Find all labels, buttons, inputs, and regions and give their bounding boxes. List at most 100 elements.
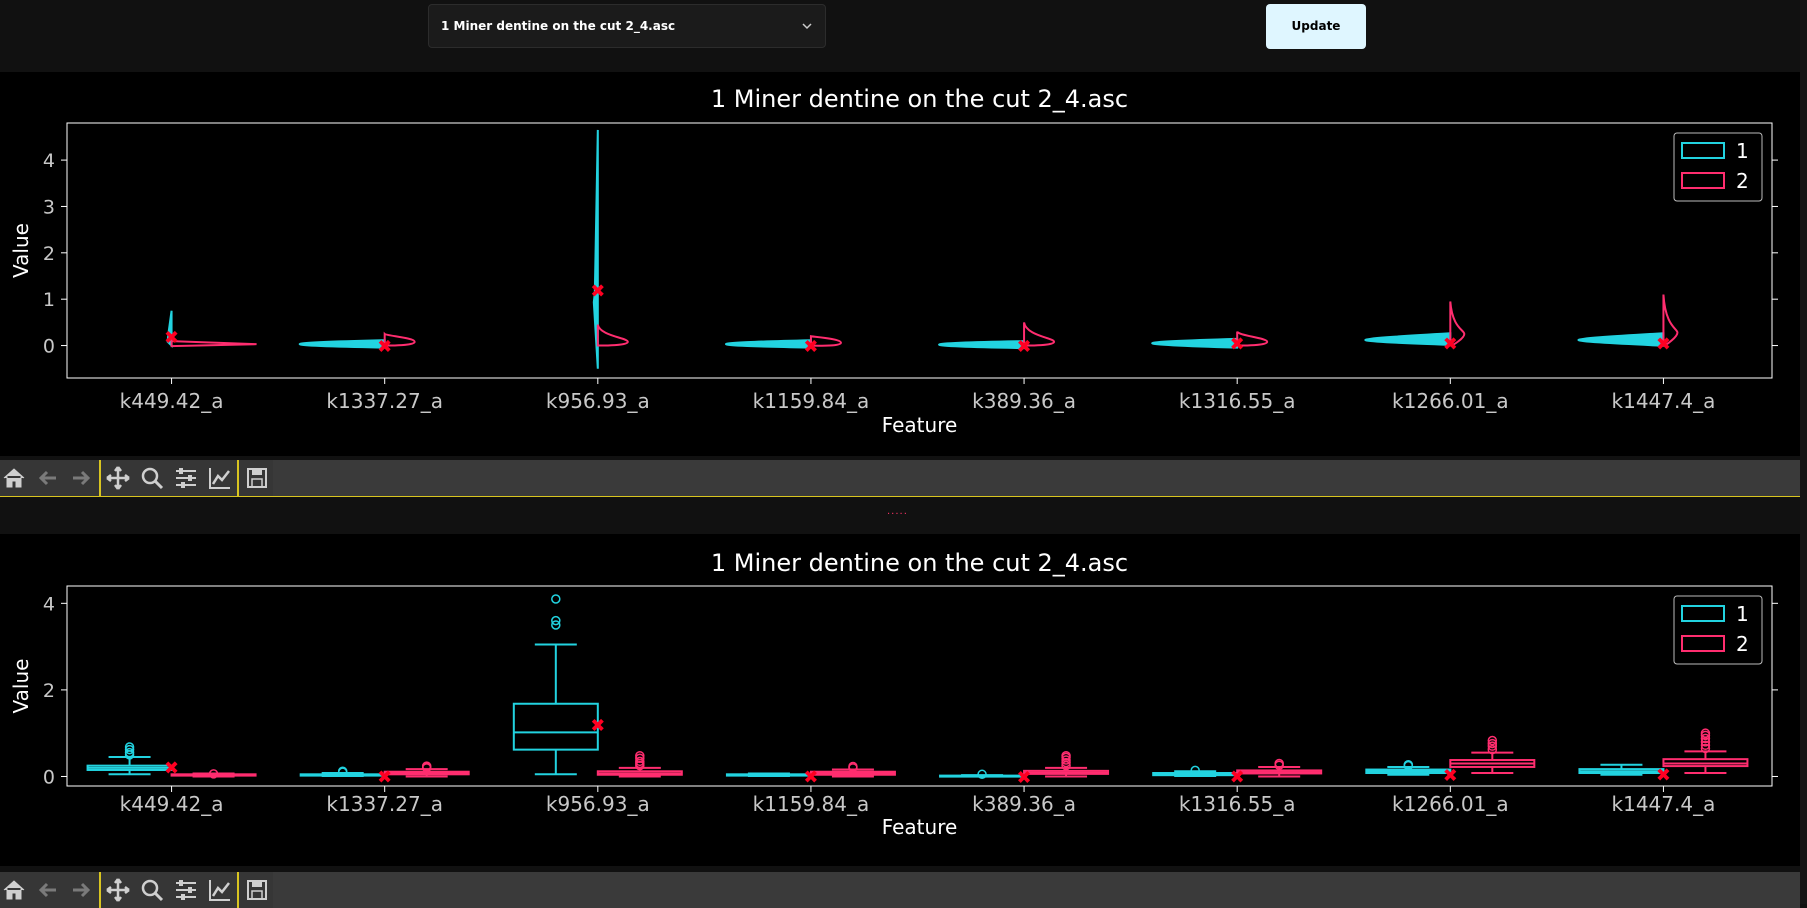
violin-series-2 — [596, 324, 629, 347]
y-tick-label: 4 — [43, 150, 55, 172]
violin-series-2 — [383, 331, 416, 347]
mean-marker: ✖ — [1443, 765, 1458, 786]
box-series-2-outlier — [421, 761, 432, 771]
mean-marker: ✖ — [1017, 767, 1032, 788]
zoom-icon[interactable] — [139, 877, 165, 903]
x-tick-label: k449.42_a — [120, 389, 224, 413]
violin-figure: 1 Miner dentine on the cut 2_4.asc 0 1 2 3 4 V… — [0, 72, 1800, 456]
divider-dots: ..... — [887, 506, 908, 517]
violin-series-1 — [592, 129, 599, 369]
toolbar-background — [273, 460, 1800, 496]
mean-marker: ✖ — [377, 767, 392, 788]
mean-marker: ✖ — [164, 758, 179, 779]
box-series-2-outlier — [1487, 741, 1498, 751]
configure-subplots-icon[interactable] — [173, 877, 199, 903]
plot-frame — [66, 585, 1773, 787]
legend-label: 2 — [1736, 169, 1749, 193]
mean-marker: ✖ — [803, 337, 818, 358]
box-series-2-outlier — [1274, 758, 1284, 769]
x-tick-label: k389.36_a — [972, 389, 1076, 413]
box-series-2-outlier — [1061, 750, 1071, 761]
box-series-1-outlier — [124, 742, 135, 752]
edit-axis-icon[interactable] — [207, 465, 233, 491]
x-tick-label: k389.36_a — [972, 792, 1076, 816]
y-tick-label: 0 — [43, 336, 55, 358]
mean-marker: ✖ — [1443, 334, 1458, 355]
violin-series-2 — [1236, 330, 1269, 347]
file-select[interactable]: 1 Miner dentine on the cut 2_4.asc — [428, 4, 826, 48]
forward-icon[interactable] — [68, 877, 94, 903]
violin-series-1 — [1364, 332, 1452, 346]
home-icon[interactable] — [1, 465, 27, 491]
mean-marker: ✖ — [1230, 334, 1245, 355]
legend — [1673, 132, 1763, 202]
y-tick-label: 4 — [43, 593, 55, 615]
box-series-1-outlier — [551, 615, 561, 626]
save-icon[interactable] — [244, 465, 270, 491]
toolbar-separator — [237, 460, 239, 496]
x-tick-label: k956.93_a — [546, 792, 650, 816]
divider-line — [0, 496, 1800, 497]
violin-series-1 — [938, 340, 1026, 350]
box-series-1-outlier — [337, 766, 348, 777]
violin-series-2 — [809, 335, 842, 347]
box-series-1-outlier — [551, 594, 561, 604]
y-tick-label: 2 — [43, 680, 55, 702]
mean-marker: ✖ — [1017, 337, 1032, 358]
box-series-1-outlier — [1403, 760, 1414, 770]
legend-swatch-2 — [1681, 635, 1725, 652]
chevron-down-icon — [802, 23, 812, 30]
violin-chart: 1 Miner dentine on the cut 2_4.asc 0 1 2 3 4 V… — [9, 85, 1778, 437]
box-series-2-outlier — [848, 761, 858, 772]
y-tick-label: 2 — [43, 243, 55, 265]
pan-icon[interactable] — [105, 877, 131, 903]
update-button[interactable]: Update — [1266, 4, 1366, 49]
box-series-2-outlier — [1700, 743, 1711, 754]
y-axis-label: Value — [9, 659, 33, 714]
violin-series-2 — [1023, 322, 1056, 347]
top-controls: 1 Miner dentine on the cut 2_4.asc Updat… — [0, 0, 1807, 72]
mean-marker: ✖ — [1230, 767, 1245, 788]
pan-icon[interactable] — [105, 465, 131, 491]
x-tick-label: k1266.01_a — [1392, 792, 1509, 816]
legend-swatch-2 — [1681, 172, 1725, 189]
box-series-1-outlier — [551, 620, 561, 630]
back-icon[interactable] — [35, 465, 61, 491]
mean-marker: ✖ — [377, 337, 392, 358]
file-select-value: 1 Miner dentine on the cut 2_4.asc — [441, 19, 676, 33]
box-series-2-outlier — [1487, 744, 1498, 755]
x-tick-label: k1316.55_a — [1179, 389, 1296, 413]
configure-subplots-icon[interactable] — [173, 465, 199, 491]
y-tick-label: 0 — [43, 766, 55, 788]
forward-icon[interactable] — [68, 465, 94, 491]
box-series-2-outlier — [635, 753, 645, 764]
home-icon[interactable] — [1, 877, 27, 903]
x-axis-label: Feature — [882, 413, 958, 437]
toolbar-separator — [99, 460, 101, 496]
plot-frame — [66, 122, 1773, 379]
legend-label: 1 — [1736, 139, 1749, 163]
y-axis-label: Value — [9, 223, 33, 278]
legend-label: 2 — [1736, 632, 1749, 656]
scrollbar[interactable] — [1800, 0, 1807, 904]
violin-series-2 — [1662, 294, 1679, 347]
violin-series-2 — [1449, 301, 1466, 347]
box-series-1-box — [512, 702, 599, 751]
box-series-2-outlier — [1700, 728, 1711, 738]
violin-series-1 — [1151, 337, 1239, 349]
legend-label: 1 — [1736, 602, 1749, 626]
save-icon[interactable] — [244, 877, 270, 903]
legend-swatch-1 — [1681, 142, 1725, 159]
legend-swatch-1 — [1681, 605, 1725, 622]
mean-marker: ✖ — [590, 716, 605, 737]
x-tick-label: k1316.55_a — [1179, 792, 1296, 816]
back-icon[interactable] — [35, 877, 61, 903]
mean-marker: ✖ — [590, 281, 605, 302]
x-tick-label: k1337.27_a — [326, 389, 443, 413]
zoom-icon[interactable] — [139, 465, 165, 491]
box-series-1-outlier — [977, 769, 987, 780]
violin-toolbar — [0, 460, 1800, 496]
edit-axis-icon[interactable] — [207, 877, 233, 903]
x-tick-label: k1337.27_a — [326, 792, 443, 816]
legend — [1673, 595, 1763, 665]
